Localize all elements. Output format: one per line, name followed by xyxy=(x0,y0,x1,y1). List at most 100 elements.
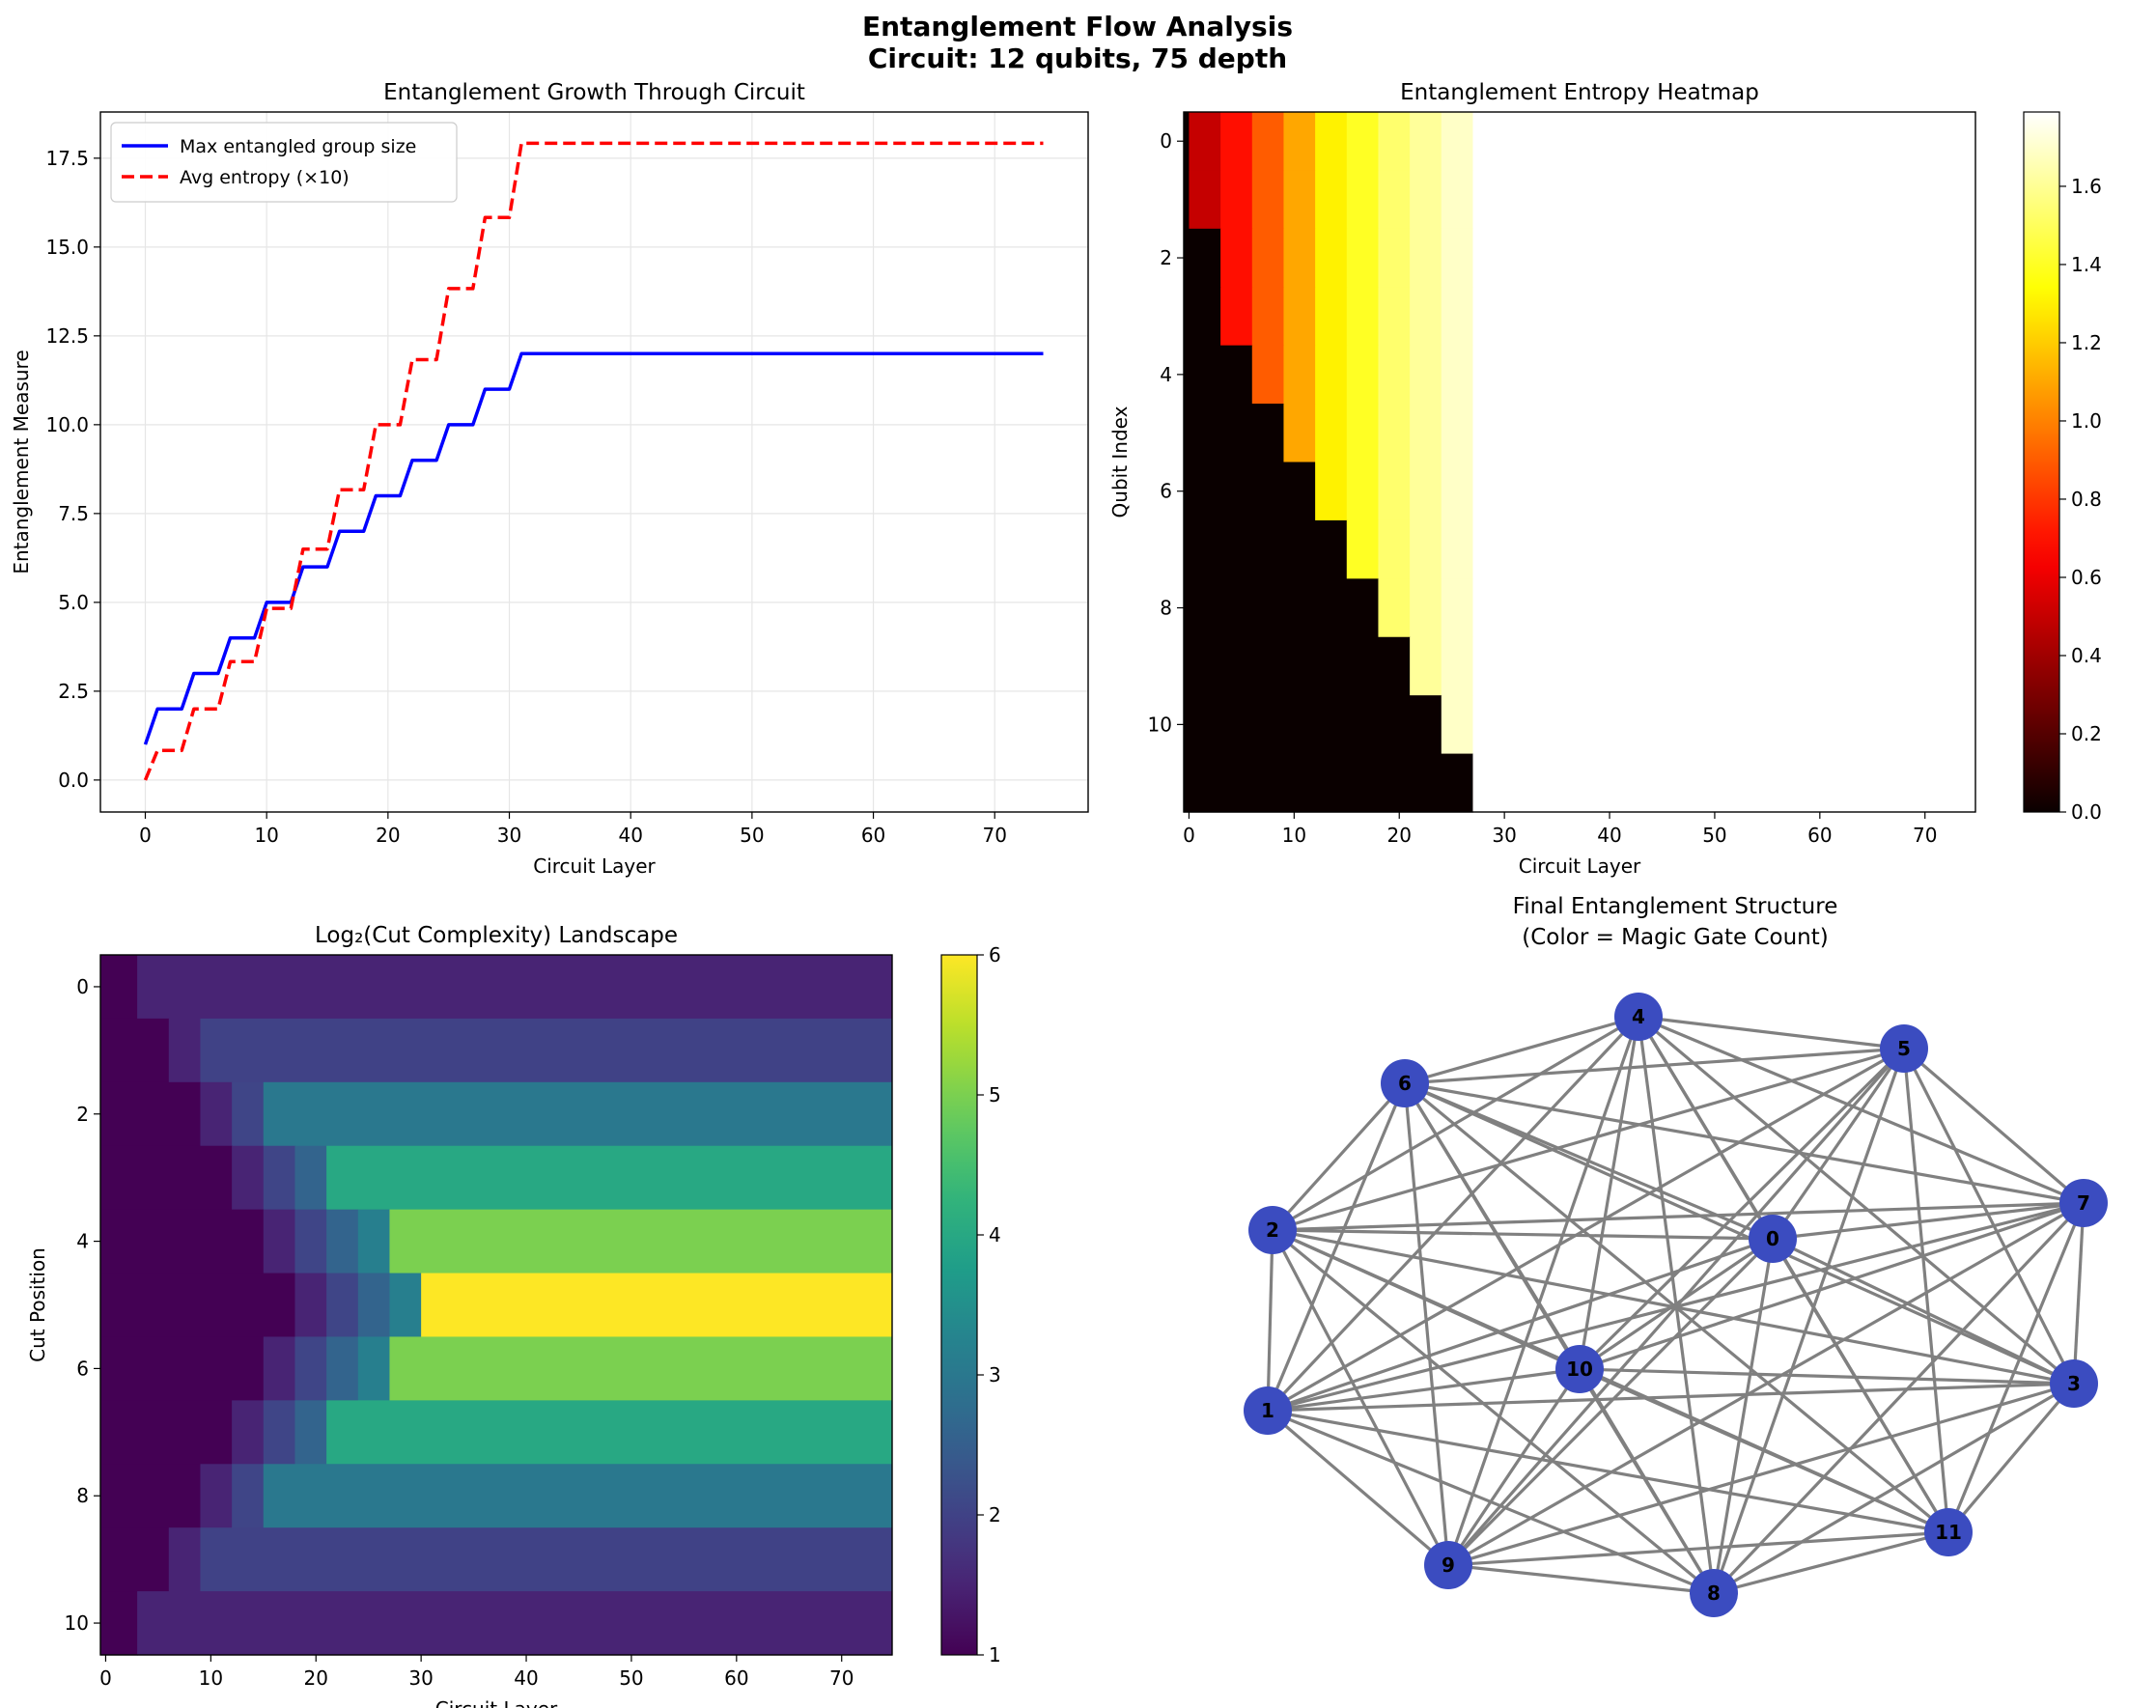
colorbar-tick-label: 4 xyxy=(989,1223,1001,1246)
heatmap-cell xyxy=(1472,170,1505,230)
x-tick-label: 20 xyxy=(1387,824,1412,847)
heatmap-cell xyxy=(1472,578,1505,638)
y-tick-label: 10 xyxy=(65,1611,89,1635)
x-tick-label: 10 xyxy=(199,1666,223,1690)
heatmap-cell xyxy=(326,1336,359,1401)
graph-edge xyxy=(1712,1048,1906,1594)
heatmap-cell xyxy=(1184,753,1474,813)
graph-edge xyxy=(1902,1047,2086,1205)
y-axis-label: Qubit Index xyxy=(1108,406,1132,518)
heatmap-cell xyxy=(1378,578,1411,638)
heatmap-cell xyxy=(1472,753,1505,813)
graph-edge xyxy=(1272,1228,1774,1241)
colorbar-tick-label: 1.6 xyxy=(2071,175,2102,198)
x-tick-label: 0 xyxy=(139,824,152,847)
graph-node xyxy=(1749,1215,1797,1263)
graph-edge xyxy=(1579,1367,1949,1534)
graph-edge xyxy=(1446,1237,1775,1567)
heatmap-cell xyxy=(1441,636,1474,696)
legend-box xyxy=(110,122,458,203)
heatmap-cell xyxy=(232,1145,265,1211)
heatmap-cell xyxy=(1378,170,1411,230)
colorbar-tick-label: 0.6 xyxy=(2071,566,2102,589)
heatmap-cell xyxy=(294,1400,327,1465)
heatmap-cell xyxy=(1251,228,1285,288)
heatmap-cell xyxy=(1378,287,1411,347)
heatmap-cell xyxy=(1378,519,1411,579)
plot-frame xyxy=(99,111,1089,813)
heatmap-cell xyxy=(294,1145,327,1211)
heatmap-cell xyxy=(1220,228,1253,288)
graph-edge xyxy=(1447,1382,2075,1567)
graph-edge xyxy=(1404,1081,2085,1205)
heatmap-cell xyxy=(1378,228,1411,288)
y-axis-label: Cut Position xyxy=(26,1247,49,1362)
x-tick-label: 30 xyxy=(408,1666,433,1690)
graph-edge xyxy=(1772,1201,2085,1241)
heatmap-cell xyxy=(1410,578,1442,638)
panel-title-line2: (Color = Magic Gate Count) xyxy=(1522,925,1828,950)
heatmap-cell xyxy=(294,1336,327,1401)
x-tick-label: 40 xyxy=(618,824,642,847)
graph-node xyxy=(1244,1386,1292,1435)
heatmap-cell xyxy=(1189,112,1221,172)
y-tick-label: 4 xyxy=(1160,363,1172,386)
graph-node-label: 5 xyxy=(1897,1037,1911,1060)
y-tick-label: 12.5 xyxy=(45,324,89,348)
graph-panel: 0 1 2 3 4 5 6 7 8 9 10 11 Final Entanglement Structu… xyxy=(1244,894,2108,1617)
heatmap-cell xyxy=(100,955,138,1020)
heatmap-cell xyxy=(1346,462,1380,521)
heatmap-cell xyxy=(1410,462,1442,521)
heatmap-cell xyxy=(263,1081,892,1147)
x-tick-label: 50 xyxy=(740,824,764,847)
graph-edge xyxy=(1638,1015,2085,1205)
colorbar-tick-label: 1.0 xyxy=(2071,409,2102,433)
heatmap-cell xyxy=(1410,345,1442,405)
graph-edge xyxy=(1267,1047,1905,1413)
heatmap-cell xyxy=(1251,345,1285,405)
graph-edge xyxy=(1712,1238,1775,1594)
graph-node xyxy=(1381,1059,1429,1107)
x-tick-label: 20 xyxy=(376,824,400,847)
heatmap-cell xyxy=(389,1209,893,1274)
graph-node-label: 3 xyxy=(2067,1372,2081,1395)
heatmap-cell xyxy=(1220,170,1253,230)
colorbar xyxy=(940,954,978,1656)
heatmap-cell xyxy=(1441,578,1474,638)
heatmap-cell xyxy=(1184,404,1285,463)
heatmap-cell xyxy=(232,1464,265,1528)
heatmap-cell xyxy=(1184,462,1316,521)
figure-title-line2: Circuit: 12 qubits, 75 depth xyxy=(868,42,1287,74)
line-chart-panel: 0 10 20 30 40 50 60 70 0.0 2.5 5.0 7.5 10.0 12.5 15.0 1… xyxy=(10,80,1089,878)
heatmap-cell xyxy=(389,1336,893,1401)
heatmap-cell xyxy=(1220,112,1253,172)
graph-edge xyxy=(1446,1016,1640,1566)
heatmap-cell xyxy=(1184,345,1253,405)
heatmap-cell xyxy=(1472,228,1505,288)
plot-frame xyxy=(1183,111,1976,813)
y-tick-label: 8 xyxy=(76,1484,89,1507)
heatmap-cell xyxy=(100,1145,233,1211)
cut-complexity-panel: 0 10 20 30 40 50 60 70 0 2 4 6 8 10 Log₂(Cut Complexit… xyxy=(26,923,1001,1708)
heatmap-cell xyxy=(1315,170,1348,230)
graph-edge xyxy=(1446,1368,1582,1566)
x-tick-label: 60 xyxy=(724,1666,748,1690)
graph-edge xyxy=(1447,1530,1949,1567)
graph-edge xyxy=(1266,1082,1407,1412)
colorbar-tick-label: 3 xyxy=(989,1363,1001,1386)
colorbar-tick-label: 0.8 xyxy=(2071,488,2102,511)
panel-title-line1: Final Entanglement Structure xyxy=(1513,894,1838,919)
graph-edge xyxy=(1271,1081,1407,1232)
x-tick-label: 70 xyxy=(1913,824,1937,847)
heatmap-cell xyxy=(1184,695,1442,755)
y-tick-label: 2 xyxy=(76,1103,89,1126)
heatmap-cell xyxy=(1346,345,1380,405)
heatmap-cell xyxy=(1184,636,1411,696)
y-tick-label: 6 xyxy=(1160,480,1172,503)
heatmap-cell xyxy=(100,1209,265,1274)
x-axis-label: Circuit Layer xyxy=(533,854,656,878)
graph-node-label: 9 xyxy=(1442,1554,1455,1577)
x-tick-label: 70 xyxy=(829,1666,854,1690)
heatmap-cell xyxy=(1472,695,1505,755)
heatmap-cell xyxy=(1410,112,1442,172)
